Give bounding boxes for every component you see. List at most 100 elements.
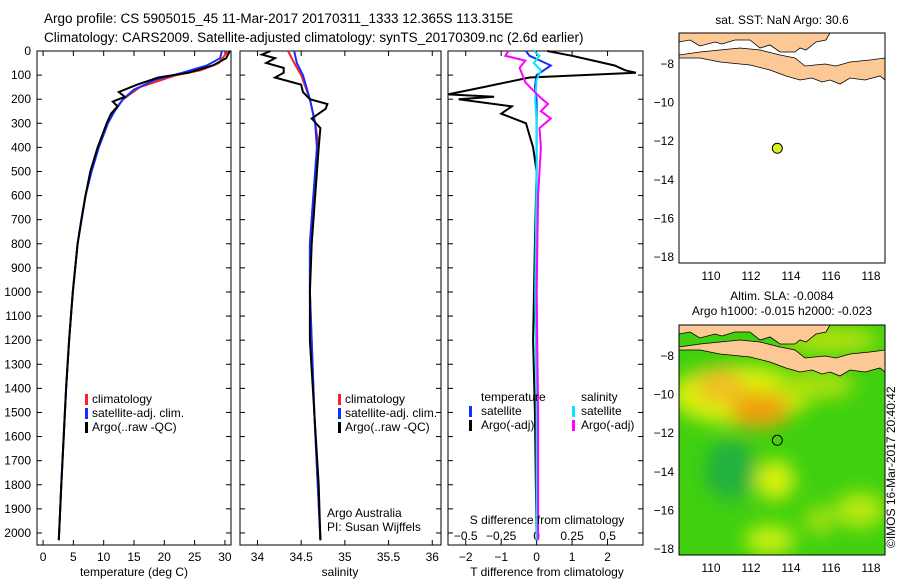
- x-tick-label: 10: [97, 550, 111, 564]
- map-x-tick-label: 118: [861, 269, 880, 283]
- salinity-xlabel: salinity: [322, 565, 359, 579]
- map-x-tick-label: 118: [861, 561, 880, 575]
- series-argo-raw-qc-: [57, 50, 231, 541]
- legend-swatch-satellite: [338, 408, 341, 419]
- sla-map-title: Altim. SLA: -0.0084: [730, 289, 834, 303]
- x-tick-label: 34: [251, 550, 265, 564]
- title-line-2: Climatology: CARS2009. Satellite-adjuste…: [44, 30, 584, 45]
- y-tick-label: 1500: [4, 405, 31, 419]
- map-x-tick-label: 110: [701, 269, 720, 283]
- temperature-xlabel: temperature (deg C): [80, 565, 188, 579]
- map-x-tick-label: 112: [741, 561, 760, 575]
- y-tick-label: 1100: [5, 309, 31, 323]
- series-argo-raw-qc-: [258, 50, 329, 541]
- map-x-tick-label: 114: [781, 561, 800, 575]
- sst-map-frame: [678, 32, 886, 264]
- temperature-panel-frame: [36, 50, 232, 546]
- salinity-panel-frame: [239, 50, 442, 546]
- legend-title-salinity: salinity: [581, 390, 618, 404]
- legend-swatch-t-satellite: [469, 406, 472, 417]
- legend-title-temperature: temperature: [481, 390, 546, 404]
- x-tick-label: 35: [338, 550, 352, 564]
- y-tick-label: 1000: [4, 285, 31, 299]
- y-tick-label: 1800: [4, 478, 31, 492]
- legend-label: climatology: [345, 392, 405, 406]
- series-satellite-adj-clim-: [293, 50, 322, 541]
- legend-swatch-s-satellite: [572, 406, 575, 417]
- sst-map: [679, 33, 885, 263]
- x-tick-label: 0: [533, 550, 540, 564]
- map-y-tick-label: −16: [654, 212, 675, 226]
- legend-label: climatology: [92, 392, 152, 406]
- map-y-tick-label: −8: [660, 57, 674, 71]
- y-tick-label: 0: [24, 44, 31, 58]
- y-tick-label: 1600: [4, 430, 31, 444]
- x-tick-label: 30: [218, 550, 232, 564]
- x2-tick-label: −0.25: [486, 529, 517, 543]
- difference-legend: temperature satellite Argo(-adj) salinit…: [469, 390, 634, 432]
- y-tick-label: 1700: [4, 454, 31, 468]
- legend-swatch-argo: [338, 422, 341, 433]
- x-tick-label: 0: [40, 550, 47, 564]
- map-y-tick-label: −12: [654, 134, 675, 148]
- map-x-tick-label: 110: [701, 561, 720, 575]
- map-y-tick-label: −18: [654, 250, 675, 264]
- map-y-tick-label: −10: [654, 388, 675, 402]
- y-tick-label: 700: [11, 213, 31, 227]
- legend-swatch-s-argo: [572, 420, 575, 431]
- legend-swatch-climatology: [338, 394, 341, 405]
- y-tick-label: 1900: [4, 502, 31, 516]
- x-tick-label: 2: [604, 550, 611, 564]
- legend-label: satellite: [581, 404, 622, 418]
- x-tick-label: −1: [494, 550, 508, 564]
- y-tick-label: 200: [11, 92, 31, 106]
- t-diff-xlabel: T difference from climatology: [470, 565, 624, 579]
- x-tick-label: 35.5: [377, 550, 401, 564]
- y-tick-label: 1300: [4, 357, 31, 371]
- x-tick-label: 20: [158, 550, 172, 564]
- y-tick-label: 500: [11, 164, 31, 178]
- y-tick-label: 900: [11, 261, 31, 275]
- y-tick-label: 1400: [4, 381, 31, 395]
- sla-map: [679, 325, 885, 555]
- x-tick-label: 15: [127, 550, 141, 564]
- legend-swatch-climatology: [85, 394, 88, 405]
- series-t-argo-adj-: [447, 50, 637, 541]
- y-tick-label: 400: [11, 140, 31, 154]
- legend-label: satellite-adj. clim.: [345, 406, 437, 420]
- map-y-tick-label: −8: [660, 349, 674, 363]
- y-tick-label: 2000: [4, 526, 31, 540]
- argo-location-marker: [771, 142, 783, 154]
- x-tick-label: 1: [569, 550, 576, 564]
- temperature-legend: climatology satellite-adj. clim. Argo(..…: [85, 392, 184, 434]
- x-tick-label: −2: [459, 550, 473, 564]
- legend-swatch-satellite: [85, 408, 88, 419]
- legend-swatch-t-argo: [469, 420, 472, 431]
- legend-label: satellite-adj. clim.: [92, 406, 184, 420]
- legend-label: Argo(-adj): [481, 418, 534, 432]
- sla-map-subtitle: Argo h1000: -0.015 h2000: -0.023: [692, 304, 872, 318]
- map-x-tick-label: 116: [821, 269, 840, 283]
- map-x-tick-label: 114: [781, 269, 800, 283]
- argo-location-marker: [771, 434, 783, 446]
- x-tick-label: 36: [426, 550, 440, 564]
- land-java: [679, 33, 885, 85]
- y-tick-label: 800: [11, 237, 31, 251]
- map-x-tick-label: 116: [821, 561, 840, 575]
- sla-colour-field: [679, 326, 885, 555]
- y-tick-label: 300: [11, 116, 31, 130]
- legend-label: Argo(..raw -QC): [345, 420, 430, 434]
- land-java: [679, 325, 885, 377]
- annotation-argo-australia: Argo Australia: [327, 506, 402, 520]
- x-tick-label: 25: [188, 550, 202, 564]
- legend-label: Argo(..raw -QC): [92, 420, 177, 434]
- map-y-tick-label: −12: [654, 426, 675, 440]
- sla-map-frame: [678, 324, 886, 556]
- series-s-satellite: [532, 50, 543, 541]
- map-y-tick-label: −18: [654, 542, 675, 556]
- difference-panel-frame: [447, 50, 644, 546]
- map-y-tick-label: −16: [654, 504, 675, 518]
- y-tick-label: 1200: [4, 333, 31, 347]
